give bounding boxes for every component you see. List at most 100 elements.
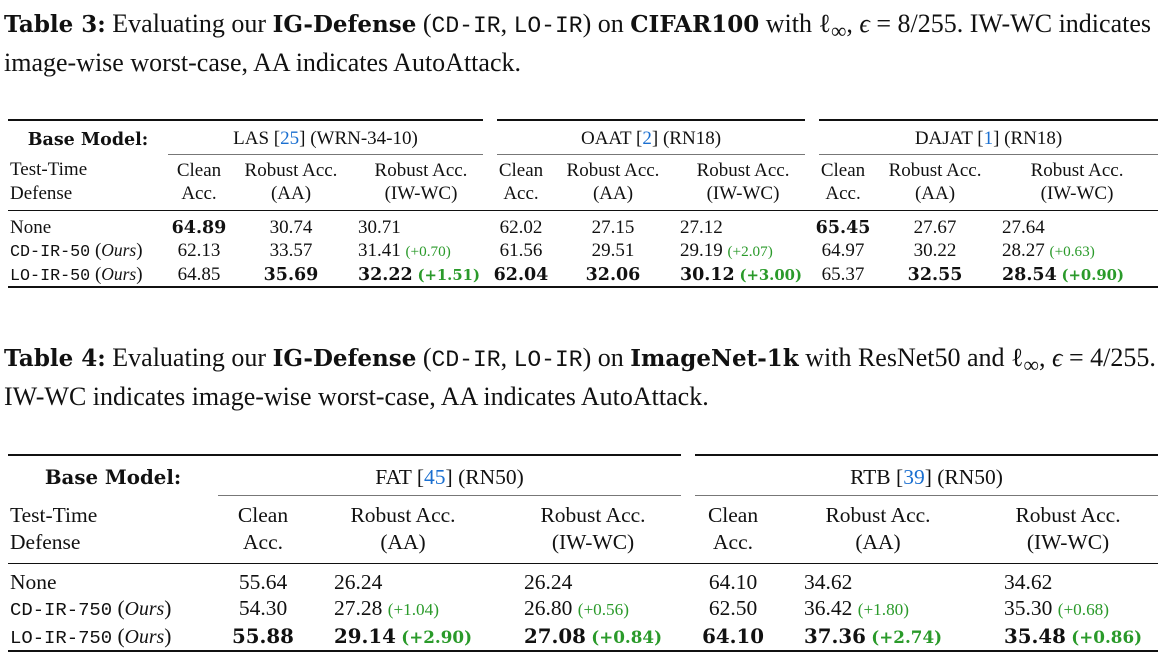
column-header-line: Clean [176,159,222,181]
cell-value: 36.42 [804,596,853,620]
group-arch: ] (WRN-34-10) [299,128,418,150]
column-header-line: (AA) [270,183,312,205]
improvement-delta: (+0.90) [1061,266,1124,284]
table-3-caption: Table 3: Evaluating our IG-Defense (CD-I… [4,8,1162,78]
improvement-delta: (+3.00) [739,266,802,284]
row-header: Test-Time Defense [8,154,168,211]
method-paren: ) [136,240,143,261]
citation-link[interactable]: 25 [280,128,300,150]
table-row: LO-IR-50 (Ours) 64.85 35.69 32.22 (+1.51) 62… [8,263,1158,287]
table-cell: 29.19 (+2.07) [674,239,812,263]
table-cell: 34.62 [778,562,979,595]
table-cell: 26.24 [498,562,689,595]
cell-value: 29.51 [591,240,635,261]
caption-bold-text: IG-Defense [272,345,417,372]
group-arch: ] (RN50) [924,464,1003,489]
method-name: None [8,210,168,239]
cell-value: 62.02 [499,217,543,238]
caption-text: ( [416,9,432,38]
method-paren: ( [112,596,125,620]
table-cell: 35.30 (+0.68) [978,595,1158,623]
method-name: CD-IR-750 (Ours) [8,595,218,623]
column-header: Robust Acc. (AA) [308,495,498,563]
table-cell: 27.12 [674,210,813,239]
column-header-line: Robust Acc. [1030,159,1124,181]
cell-value: 64.10 [708,569,758,594]
cell-value: 55.88 [232,623,294,648]
table-cell: 28.27 (+0.63) [996,239,1158,263]
column-header-line: Acc. [503,183,539,205]
caption-text: ϵ [1051,343,1063,372]
column-header-line: Robust Acc. [566,159,660,181]
table-cell: 28.54 (+0.90) [996,263,1158,287]
cell-value: 30.12 [680,264,735,285]
citation-link[interactable]: 2 [642,128,652,150]
group-arch: ] (RN18) [993,128,1063,150]
caption-text: CD-IR [431,13,501,39]
caption-text: , [500,9,514,38]
cell-value: 27.64 [1002,217,1045,238]
caption-text: ) on [582,343,631,372]
column-header-line: Robust Acc. [540,503,646,528]
table-cell: 64.10 [688,623,778,651]
column-header: Clean Acc. [168,154,230,211]
citation-link[interactable]: 1 [983,128,994,150]
cell-value: 65.45 [815,218,871,238]
table-cell: 31.41 (+0.70) [352,239,490,263]
table-row: CD-IR-750 (Ours) 54.30 27.28 (+1.04) 26.80 … [8,595,1158,623]
column-header: Robust Acc. (IW-WC) [674,154,812,211]
cell-value: 27.28 [334,596,383,620]
caption-text: ∞ [830,19,847,44]
cell-value: 35.48 [1004,623,1066,648]
table-cell: 65.37 [812,263,874,287]
cell-value: 62.13 [177,240,221,261]
column-header: Clean Acc. [688,495,778,563]
column-header-line: Clean [820,159,866,181]
column-header-line: Robust Acc. [888,159,982,181]
caption-text: LO-IR [513,13,583,39]
citation-link[interactable]: 39 [903,464,925,489]
column-header: Clean Acc. [812,154,874,211]
citation-link[interactable]: 45 [424,464,446,489]
cell-value: 27.15 [591,217,635,238]
group-arch: ] (RN50) [445,464,524,489]
column-header-line: Acc. [181,183,217,205]
method-plain: None [10,217,52,238]
column-header-line: (IW-WC) [1040,183,1114,205]
caption-text: Evaluating our [105,343,273,372]
table-cell: 64.85 [168,263,230,287]
table-cell: 27.67 [874,210,997,239]
cell-value: 65.37 [821,263,865,285]
group-name: RTB [ [850,464,904,489]
row-header-line: Defense [10,183,73,204]
method-name: None [8,562,218,595]
cell-value: 62.04 [493,264,549,285]
row-header-line: Defense [10,529,81,554]
caption-bold-text: Table 4: [4,345,106,372]
column-header-line: Robust Acc. [696,159,790,181]
table-row: CD-IR-50 (Ours) 62.13 33.57 31.41 (+0.70) 61… [8,239,1158,263]
cell-value: 26.24 [334,569,383,594]
cell-value: 31.41 [358,240,401,261]
column-header-line: Robust Acc. [825,503,931,528]
table-4-caption: Table 4: Evaluating our IG-Defense (CD-I… [4,342,1162,412]
method-name: LO-IR-50 (Ours) [8,263,168,287]
improvement-delta: (+0.84) [591,626,663,647]
table-cell: 37.36 (+2.74) [778,623,978,651]
caption-text: , [846,9,860,38]
improvement-delta: (+0.70) [405,243,451,260]
group-name: DAJAT [ [914,128,984,150]
column-header-line: (IW-WC) [551,530,635,554]
cell-value: 26.80 [524,596,573,620]
caption-text: ϵ [859,9,870,38]
cell-value: 64.10 [702,623,764,648]
table-row: LO-IR-750 (Ours) 55.88 29.14 (+2.90) 27.08 … [8,623,1158,651]
table-row: None 55.64 26.24 26.24 64.10 34.62 34.62 [8,562,1159,595]
column-header-line: Clean [707,503,759,528]
caption-bold-text: Table 3: [4,11,106,38]
column-header: Robust Acc. (AA) [874,154,996,211]
table-cell: 26.24 [308,562,498,595]
group-name: FAT [ [375,464,425,489]
cell-value: 64.97 [821,240,865,261]
method-code: LO-IR-50 [10,266,91,286]
